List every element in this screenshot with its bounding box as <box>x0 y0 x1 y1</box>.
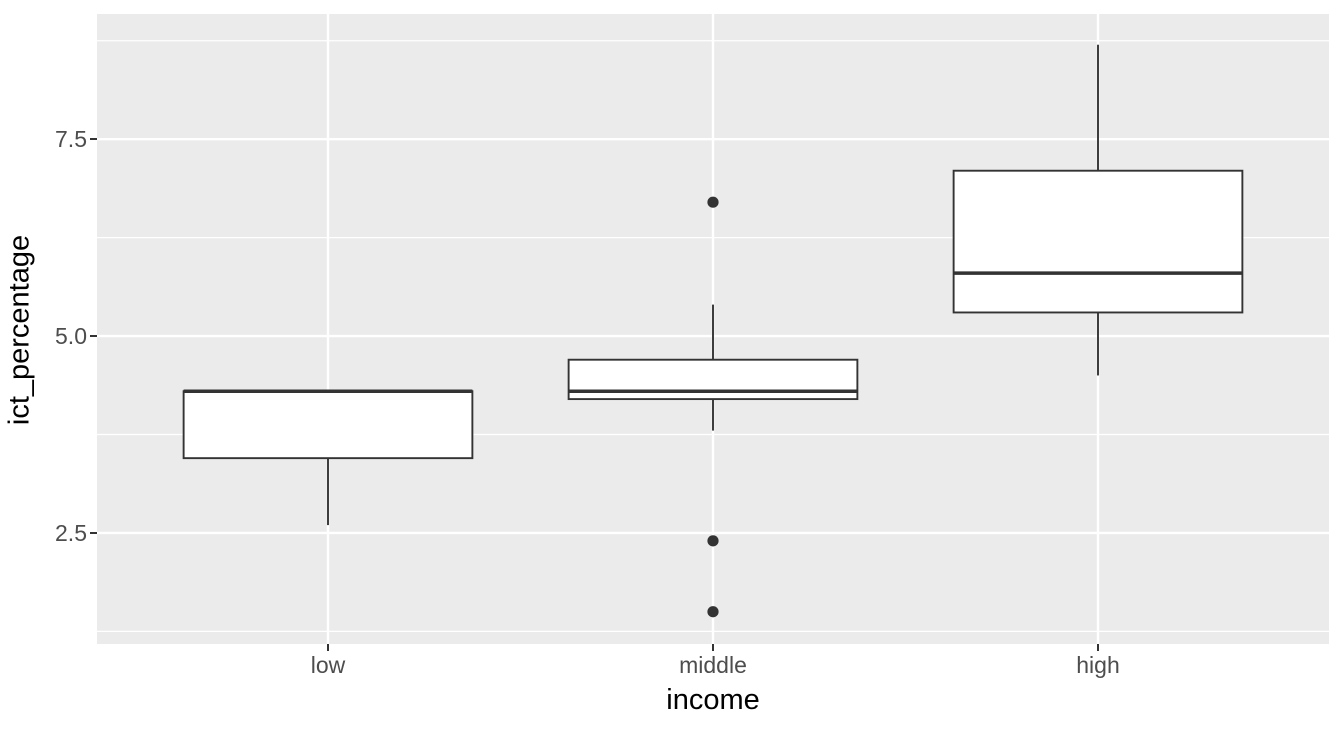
x-axis-title: income <box>666 684 760 716</box>
x-tick-mark <box>712 644 714 651</box>
y-tick-label: 5.0 <box>55 323 87 350</box>
x-tick-mark <box>327 644 329 651</box>
x-tick-label-middle: middle <box>679 652 747 678</box>
y-tick-mark <box>90 335 97 338</box>
x-tick-mark <box>1097 644 1099 651</box>
x-tick-label-low: low <box>310 652 346 678</box>
y-tick-label: 7.5 <box>55 126 87 153</box>
y-tick-label: 2.5 <box>55 519 87 546</box>
box-high <box>952 169 1244 314</box>
outlier-middle <box>707 535 719 547</box>
outlier-middle <box>707 196 719 208</box>
y-tick-mark <box>90 531 97 534</box>
plot-panel <box>97 14 1329 644</box>
box-middle <box>567 358 859 401</box>
outlier-middle <box>707 606 719 618</box>
plot-canvas <box>97 14 1329 644</box>
box-low <box>182 390 474 460</box>
x-tick-label-high: high <box>1076 652 1120 678</box>
y-tick-mark <box>90 138 97 141</box>
